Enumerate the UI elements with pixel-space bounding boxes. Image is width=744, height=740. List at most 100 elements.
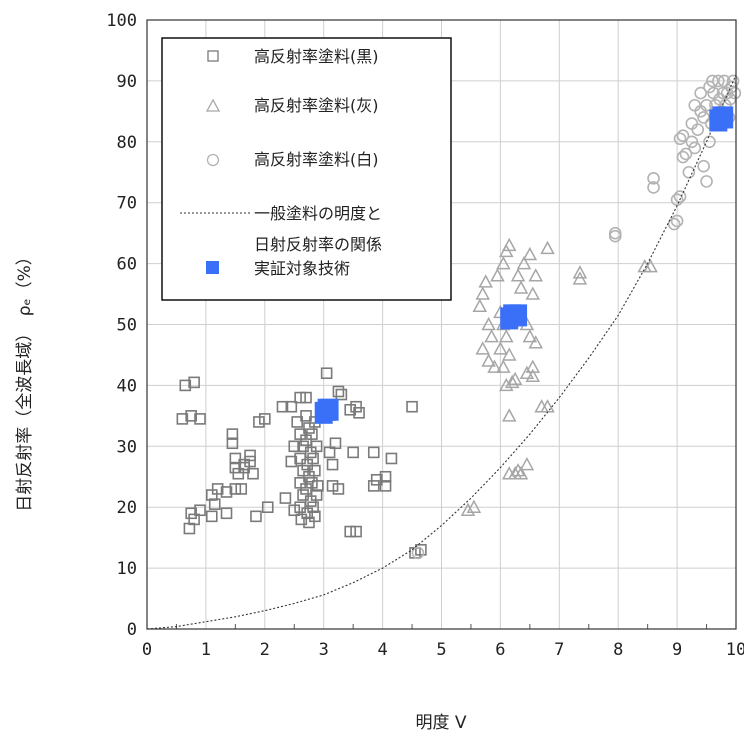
point-white-circle <box>712 74 725 88</box>
legend-marker-gray-triangle <box>205 98 221 112</box>
y-tick-label: 30 <box>117 437 137 457</box>
point-white-circle <box>697 159 710 173</box>
point-black-square <box>332 385 345 398</box>
point-black-square <box>220 486 233 498</box>
point-gray-triangle <box>501 408 517 422</box>
point-white-circle <box>411 546 425 560</box>
point-black-square <box>367 446 380 459</box>
legend-label-curve-line1: 一般塗料の明度と <box>254 204 382 223</box>
point-black-square <box>385 452 398 465</box>
point-gray-triangle <box>487 359 502 373</box>
point-black-square <box>288 440 301 453</box>
point-gray-triangle <box>490 268 505 282</box>
y-tick-label: 60 <box>117 255 137 275</box>
x-tick-label: 5 <box>436 640 446 660</box>
point-gray-triangle <box>528 335 544 349</box>
point-gray-triangle <box>643 259 658 273</box>
point-black-square <box>379 470 392 483</box>
point-black-square <box>306 428 318 440</box>
point-gray-triangle <box>478 274 493 288</box>
point-black-square <box>226 437 239 450</box>
point-black-square <box>185 507 197 520</box>
point-black-square <box>229 461 242 474</box>
point-gray-triangle <box>522 246 538 261</box>
x-tick-label: 10 <box>726 640 744 660</box>
y-tick-label: 50 <box>117 316 137 336</box>
data-marks <box>146 74 742 630</box>
point-black-square <box>291 416 303 428</box>
point-black-square <box>303 516 315 529</box>
point-black-square <box>297 489 309 501</box>
point-black-square <box>220 507 233 520</box>
point-white-circle <box>608 226 622 240</box>
point-gray-triangle <box>510 268 526 282</box>
point-gray-triangle <box>540 240 555 255</box>
point-black-square <box>323 446 336 459</box>
point-white-circle <box>670 214 684 228</box>
y-tick-label: 20 <box>117 498 137 518</box>
point-gray-triangle <box>475 286 490 300</box>
legend-label-gray: 高反射率塗料(灰) <box>254 96 379 115</box>
x-tick-label: 4 <box>377 640 387 660</box>
point-black-square <box>303 422 315 434</box>
point-black-square <box>294 477 306 489</box>
point-white-circle <box>724 80 738 94</box>
point-black-square <box>185 410 197 422</box>
point-white-circle <box>647 172 660 185</box>
point-gray-triangle <box>481 316 496 331</box>
point-gray-triangle <box>496 359 511 373</box>
point-white-circle <box>647 181 660 194</box>
point-black-square <box>406 400 418 413</box>
point-gray-triangle <box>525 286 541 300</box>
point-gray-triangle <box>513 280 529 294</box>
point-gray-triangle <box>484 329 499 343</box>
point-black-square <box>229 452 242 465</box>
point-black-square <box>194 413 206 425</box>
point-black-square <box>294 391 306 404</box>
point-black-square <box>247 467 259 480</box>
legend-marker-target-square <box>206 261 219 274</box>
point-black-square <box>347 446 359 459</box>
point-black-square <box>326 458 339 471</box>
point-black-square <box>297 464 309 477</box>
point-gray-triangle <box>525 359 541 373</box>
point-gray-triangle <box>460 502 476 516</box>
point-black-square <box>329 437 342 450</box>
point-black-square <box>294 452 306 465</box>
point-gray-triangle <box>519 365 535 379</box>
x-tick-label: 1 <box>201 640 211 660</box>
y-tick-label: 10 <box>117 559 137 579</box>
point-black-square <box>258 413 271 425</box>
point-gray-triangle <box>522 329 538 343</box>
point-white-circle <box>691 123 705 136</box>
point-gray-triangle <box>466 499 482 513</box>
point-black-square <box>294 501 306 514</box>
point-gray-triangle <box>475 341 490 355</box>
point-gray-triangle <box>525 368 541 383</box>
point-white-circle <box>697 111 710 124</box>
y-tick-label: 100 <box>106 11 137 31</box>
point-black-square <box>304 446 317 459</box>
point-black-square <box>211 483 224 495</box>
point-black-square <box>288 504 301 517</box>
point-black-square <box>188 376 200 389</box>
point-black-square <box>370 473 383 486</box>
point-white-circle <box>688 141 702 155</box>
point-black-square <box>194 504 206 517</box>
y-tick-label: 0 <box>127 620 137 640</box>
point-white-circle <box>685 135 699 149</box>
point-gray-triangle <box>513 466 529 480</box>
point-black-square <box>285 400 298 413</box>
point-black-square <box>303 470 315 483</box>
point-gray-triangle <box>496 256 511 270</box>
point-black-square <box>332 483 345 495</box>
point-black-square <box>309 510 321 523</box>
x-axis-label: 明度 V <box>415 713 466 733</box>
point-black-square <box>300 483 312 495</box>
point-black-square <box>301 458 314 471</box>
point-white-circle <box>679 147 693 161</box>
point-black-square <box>304 495 317 507</box>
point-gray-triangle <box>493 341 508 355</box>
x-tick-label: 3 <box>319 640 329 660</box>
